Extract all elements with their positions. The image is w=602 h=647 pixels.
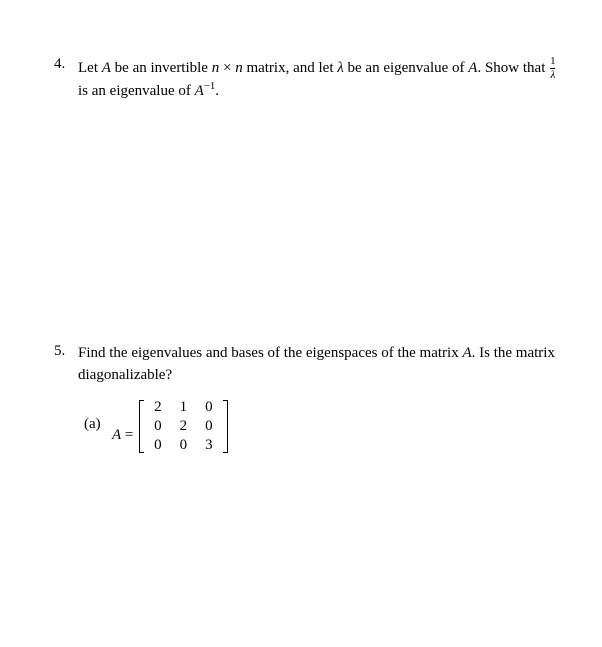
text: Let <box>78 60 102 76</box>
var-A: A <box>102 60 111 76</box>
matrix-equation: A = 2 1 0 0 2 0 <box>112 398 230 454</box>
text: . <box>215 83 219 99</box>
text: . Show that <box>477 60 549 76</box>
text: is an eigenvalue of <box>78 83 195 99</box>
left-bracket-icon <box>137 398 145 454</box>
subpart-a: (a) A = 2 1 0 0 2 <box>84 398 566 454</box>
problem-number: 4. <box>54 56 78 103</box>
right-bracket-icon <box>222 398 230 454</box>
var-A: A <box>462 345 471 361</box>
matrix-row: 0 0 3 <box>145 436 222 455</box>
fraction: 1λ <box>550 56 556 81</box>
fraction-denominator: λ <box>550 68 555 81</box>
matrix-row: 0 2 0 <box>145 417 222 436</box>
problem-5: 5. Find the eigenvalues and bases of the… <box>54 343 566 455</box>
matrix-table: 2 1 0 0 2 0 0 0 <box>145 398 222 454</box>
lhs: A = <box>112 409 137 444</box>
matrix-cell: 0 <box>145 417 171 436</box>
fraction-numerator: 1 <box>550 56 556 68</box>
var-A: A <box>195 83 204 99</box>
problem-number: 5. <box>54 343 78 455</box>
equals: = <box>121 427 137 443</box>
document-page: 4. Let A be an invertible n × n matrix, … <box>0 0 602 475</box>
text: be an invertible <box>111 60 212 76</box>
text: Find the eigenvalues and bases of the ei… <box>78 345 462 361</box>
problem-statement: Find the eigenvalues and bases of the ei… <box>78 343 566 387</box>
matrix-cell: 0 <box>145 436 171 455</box>
matrix-cell: 1 <box>171 398 197 417</box>
times-symbol: × <box>219 60 235 76</box>
text: be an eigenvalue of <box>344 60 469 76</box>
problem-body: Find the eigenvalues and bases of the ei… <box>78 343 566 455</box>
matrix-cell: 0 <box>171 436 197 455</box>
problem-body: Let A be an invertible n × n matrix, and… <box>78 56 566 103</box>
var-A: A <box>112 427 121 443</box>
matrix-cell: 2 <box>171 417 197 436</box>
matrix-cell: 0 <box>196 398 222 417</box>
matrix-cell: 2 <box>145 398 171 417</box>
matrix-cell: 3 <box>196 436 222 455</box>
problem-4: 4. Let A be an invertible n × n matrix, … <box>54 56 566 103</box>
var-n: n <box>235 60 243 76</box>
matrix: 2 1 0 0 2 0 0 0 <box>137 398 230 454</box>
exponent: −1 <box>204 80 216 92</box>
subpart-label: (a) <box>84 398 112 454</box>
text: matrix, and let <box>243 60 338 76</box>
matrix-cell: 0 <box>196 417 222 436</box>
matrix-row: 2 1 0 <box>145 398 222 417</box>
